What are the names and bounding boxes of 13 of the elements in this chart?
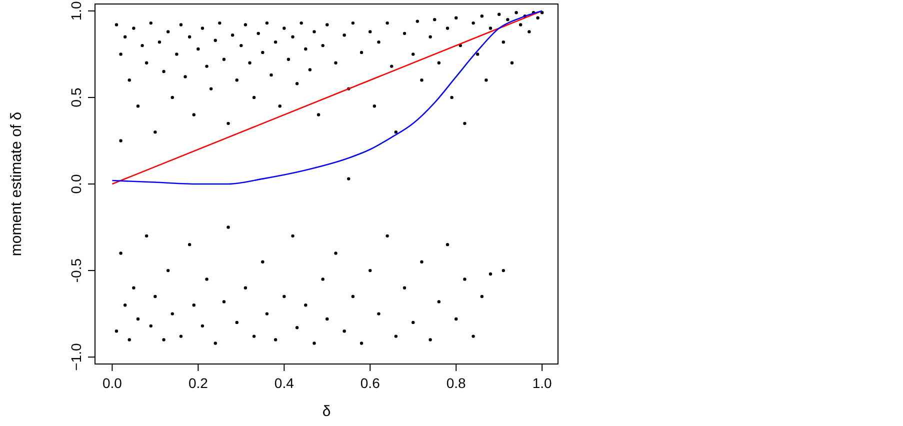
x-tick-label: 0.8	[446, 375, 466, 391]
x-tick-label: 0.2	[188, 375, 208, 391]
y-tick-label: −1.0	[68, 343, 84, 371]
x-tick-label: 0.0	[102, 375, 122, 391]
x-tick-label: 1.0	[532, 375, 552, 391]
y-axis-title: moment estimate of δ	[8, 112, 25, 256]
x-tick-label: 0.6	[360, 375, 380, 391]
x-tick-label: 0.4	[274, 375, 294, 391]
y-tick-label: 1.0	[68, 0, 84, 21]
y-tick-label: 0.0	[68, 174, 84, 194]
y-tick-label: 0.5	[68, 88, 84, 108]
x-axis-title: δ	[322, 403, 331, 420]
y-tick-label: -0.5	[68, 258, 84, 283]
